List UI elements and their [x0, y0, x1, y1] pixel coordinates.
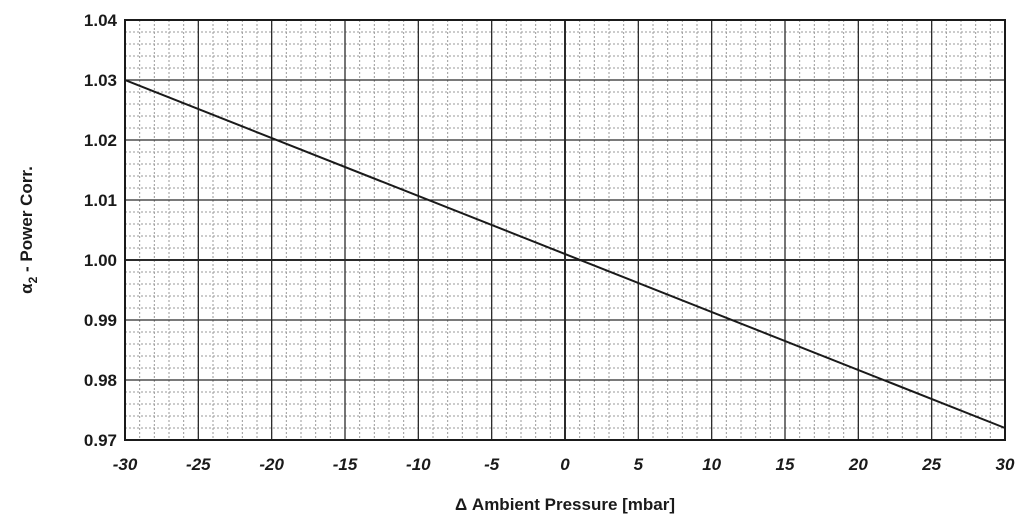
- y-tick-label: 0.98: [84, 371, 117, 390]
- plot-frame: [124, 19, 1006, 441]
- x-tick-label: 25: [921, 455, 941, 474]
- y-tick-label: 1.00: [84, 251, 117, 270]
- x-tick-label: -5: [484, 455, 500, 474]
- y-tick-label: 1.04: [84, 11, 118, 30]
- y-tick-label: 1.03: [84, 71, 117, 90]
- y-tick-label: 0.97: [84, 431, 117, 450]
- x-tick-label: 30: [996, 455, 1015, 474]
- series-layer: [124, 79, 1006, 429]
- x-tick-label: 5: [634, 455, 644, 474]
- x-tick-label: 20: [848, 455, 868, 474]
- x-tick-label: -25: [186, 455, 211, 474]
- series-line: [124, 79, 1006, 429]
- y-axis-label: α2 - Power Corr.: [17, 166, 40, 294]
- x-axis-label: Δ Ambient Pressure [mbar]: [455, 495, 675, 514]
- y-tick-label: 1.02: [84, 131, 117, 150]
- x-tick-label: -10: [406, 455, 431, 474]
- x-tick-label: -15: [333, 455, 358, 474]
- x-tick-labels: -30 -25 -20 -15 -10 -5 0 5 10 15 20 25 30: [113, 455, 1015, 474]
- x-tick-label: 0: [560, 455, 570, 474]
- y-axis-label-main: α: [17, 283, 36, 294]
- x-tick-label: -30: [113, 455, 138, 474]
- x-tick-label: -20: [259, 455, 284, 474]
- y-axis-label-sub: 2: [26, 276, 40, 283]
- y-tick-label: 0.99: [84, 311, 117, 330]
- y-axis-label-rest: - Power Corr.: [17, 166, 36, 277]
- y-tick-label: 1.01: [84, 191, 117, 210]
- y-tick-labels: 0.97 0.98 0.99 1.00 1.01 1.02 1.03 1.04: [84, 11, 118, 450]
- x-tick-label: 10: [702, 455, 721, 474]
- x-tick-label: 15: [776, 455, 795, 474]
